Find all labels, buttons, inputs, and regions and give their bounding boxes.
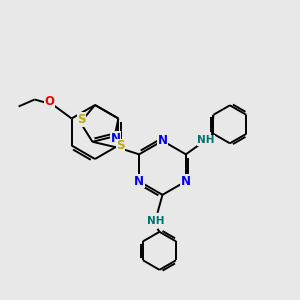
Text: NH: NH (197, 135, 214, 145)
Text: N: N (134, 175, 144, 188)
Text: O: O (45, 95, 55, 108)
Text: S: S (77, 113, 86, 126)
Text: N: N (158, 134, 167, 147)
Text: S: S (116, 139, 125, 152)
Text: N: N (181, 175, 191, 188)
Text: N: N (111, 132, 121, 145)
Text: NH: NH (147, 216, 164, 226)
